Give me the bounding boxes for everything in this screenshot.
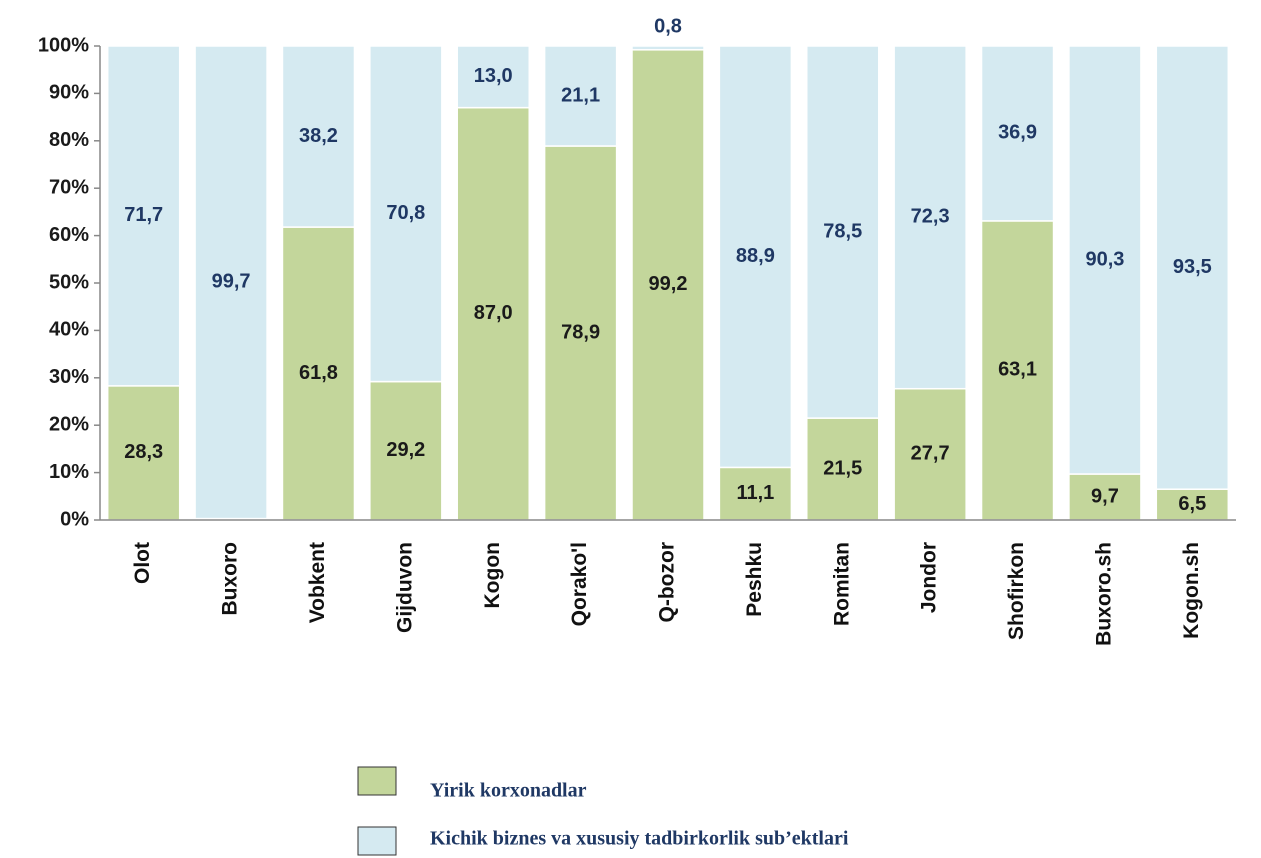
y-tick-label: 10% bbox=[49, 461, 89, 483]
value-label: 78,5 bbox=[823, 220, 862, 242]
value-label: 28,3 bbox=[124, 441, 163, 463]
legend-swatch bbox=[357, 826, 397, 856]
bar-segment bbox=[456, 45, 530, 109]
value-label: 9,7 bbox=[1091, 485, 1119, 507]
value-label: 99,2 bbox=[649, 273, 688, 295]
bar-segment bbox=[631, 45, 705, 51]
bar-segment bbox=[631, 49, 705, 521]
legend-swatch bbox=[357, 766, 397, 796]
bar-segment bbox=[281, 45, 356, 228]
value-label: 99,7 bbox=[212, 271, 251, 293]
value-label: 90,3 bbox=[1085, 248, 1124, 270]
y-tick-label: 60% bbox=[49, 224, 89, 246]
bar-segment bbox=[543, 45, 618, 147]
y-tick-label: 100% bbox=[38, 34, 89, 56]
x-tick-label: Gijduvon bbox=[393, 542, 416, 633]
x-tick-label: Jondor bbox=[918, 542, 941, 613]
value-label: 11,1 bbox=[736, 482, 774, 504]
bar-segment bbox=[1068, 45, 1142, 475]
x-tick-label: Olot bbox=[131, 542, 154, 584]
bar-segment bbox=[718, 45, 793, 469]
x-tick-label: Buxoro bbox=[219, 542, 242, 616]
x-tick-label: Vobkent bbox=[306, 542, 329, 623]
y-tick-label: 40% bbox=[49, 319, 89, 341]
bar-segment bbox=[369, 45, 443, 383]
y-tick-label: 90% bbox=[49, 82, 89, 104]
y-tick-label: 0% bbox=[60, 508, 89, 530]
bar-segment bbox=[980, 45, 1055, 222]
value-label: 93,5 bbox=[1173, 256, 1212, 278]
x-tick-label: Kogon bbox=[481, 542, 504, 608]
x-tick-label: Romitan bbox=[830, 542, 853, 626]
bar-segment bbox=[543, 145, 618, 521]
value-label: 88,9 bbox=[736, 245, 775, 267]
value-label: 29,2 bbox=[386, 439, 425, 461]
x-tick-label: Buxoro.sh bbox=[1092, 542, 1115, 646]
bar-segment bbox=[1068, 473, 1142, 521]
value-label: 36,9 bbox=[998, 122, 1037, 144]
value-label: 27,7 bbox=[911, 443, 950, 465]
legend-label: Yirik korxonadlar bbox=[430, 780, 587, 802]
y-tick-label: 70% bbox=[49, 176, 89, 198]
y-tick-label: 20% bbox=[49, 413, 89, 435]
value-label: 70,8 bbox=[386, 202, 425, 224]
bar-segment bbox=[806, 45, 880, 419]
value-label: 38,2 bbox=[299, 125, 338, 147]
value-label: 87,0 bbox=[474, 302, 513, 324]
bar-segment bbox=[106, 45, 181, 387]
x-tick-label: Q-bozor bbox=[656, 542, 679, 622]
bar-segment bbox=[106, 385, 181, 521]
x-tick-label: Shofirkon bbox=[1005, 542, 1028, 640]
x-tick-label: Kogon.sh bbox=[1180, 542, 1203, 639]
y-tick-label: 50% bbox=[49, 271, 89, 293]
x-tick-label: Peshku bbox=[743, 542, 766, 617]
value-label: 13,0 bbox=[474, 65, 513, 87]
y-tick-label: 30% bbox=[49, 366, 89, 388]
bar-segment bbox=[194, 45, 268, 520]
value-label: 61,8 bbox=[299, 362, 338, 384]
value-label: 21,5 bbox=[823, 457, 862, 479]
x-tick-label: Qorako'l bbox=[568, 542, 591, 626]
value-label: 0,8 bbox=[654, 15, 682, 37]
value-label: 6,5 bbox=[1178, 493, 1206, 515]
bar-segment bbox=[1155, 45, 1230, 490]
value-label: 63,1 bbox=[998, 359, 1037, 381]
legend-label: Kichik biznes va xususiy tadbirkorlik su… bbox=[430, 828, 849, 850]
value-label: 71,7 bbox=[124, 204, 163, 226]
value-label: 78,9 bbox=[561, 321, 600, 343]
value-label: 21,1 bbox=[561, 84, 600, 106]
bar-segment bbox=[980, 220, 1055, 521]
bar-segment bbox=[893, 45, 967, 390]
y-tick-label: 80% bbox=[49, 129, 89, 151]
value-label: 72,3 bbox=[911, 206, 950, 228]
